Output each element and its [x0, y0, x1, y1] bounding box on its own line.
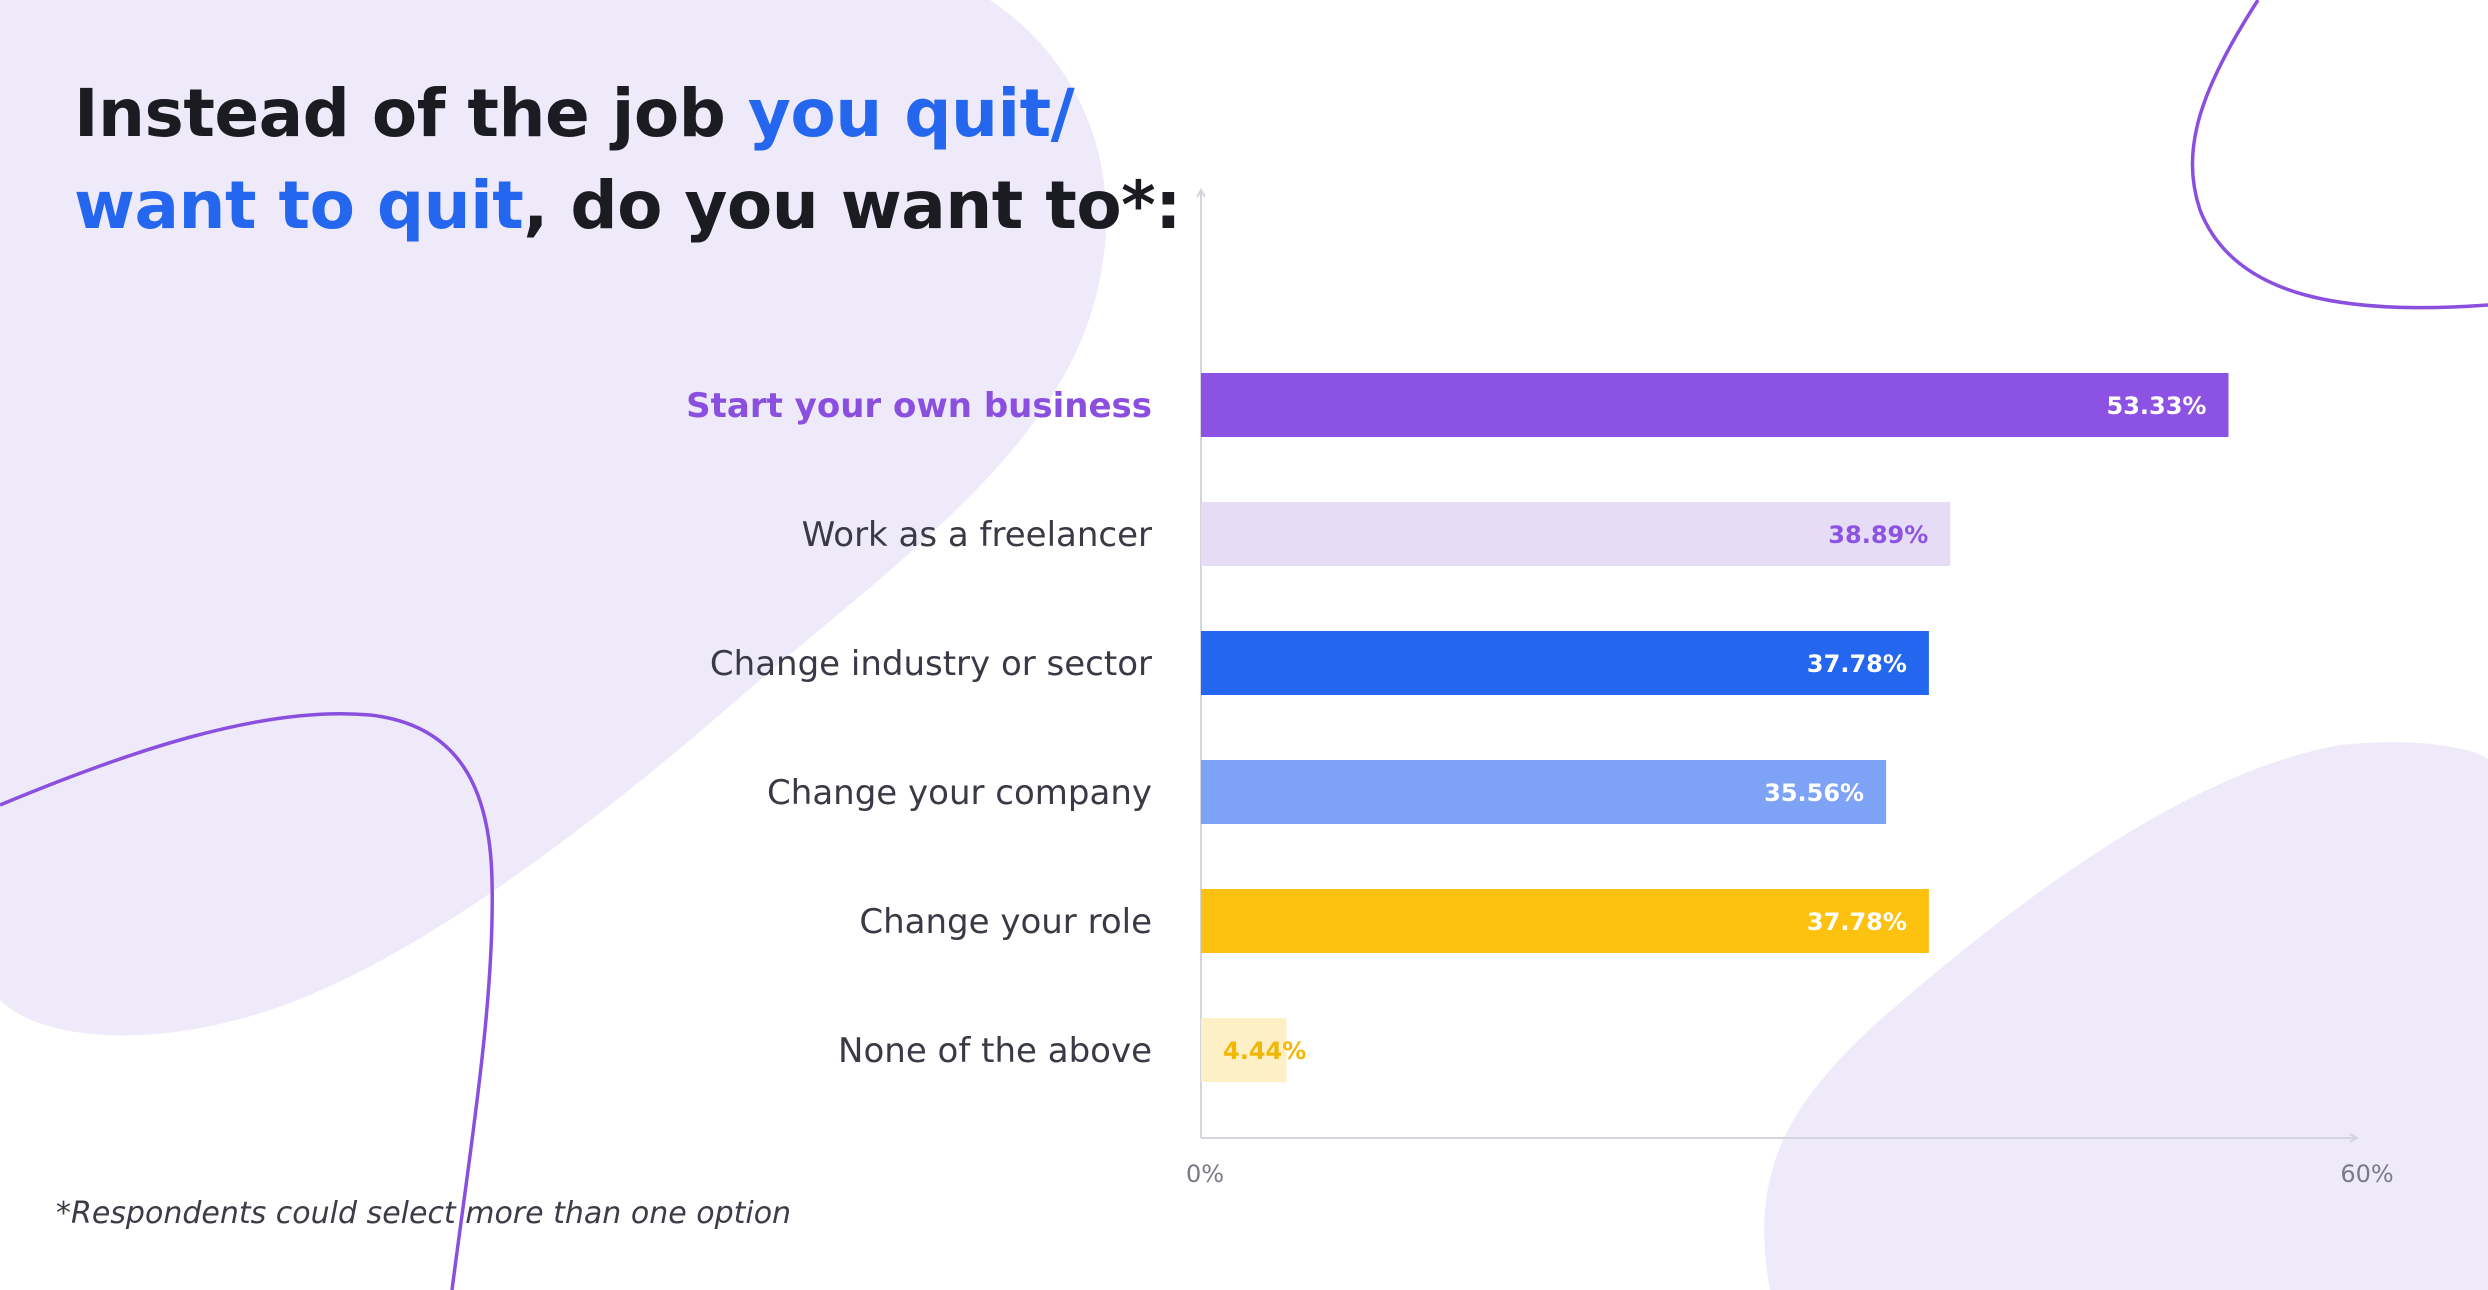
- category-label: None of the above: [838, 1031, 1152, 1071]
- category-label: Start your own business: [686, 386, 1152, 426]
- chart-bars: [1201, 373, 2229, 1082]
- bar: [1201, 502, 1951, 566]
- title-highlight-quit: you quit/: [747, 75, 1075, 152]
- bar: [1201, 373, 2229, 437]
- footnote: *Respondents could select more than one …: [56, 1196, 792, 1231]
- category-label: Change your company: [767, 773, 1152, 813]
- title-text-part1: Instead of the job: [74, 75, 748, 152]
- y-axis-arrow: [1196, 187, 1206, 198]
- chart-labels: 53.33% Start your own business 38.89% Work …: [686, 386, 2206, 1071]
- background-blob-right: [1764, 742, 2488, 1290]
- title-highlight-want-to-quit: want to quit: [74, 167, 524, 244]
- x-axis-arrow: [2349, 1133, 2360, 1143]
- bar-value-label: 37.78%: [1807, 908, 1907, 936]
- bar-value-label: 35.56%: [1764, 779, 1864, 807]
- background-blob-left: [0, 0, 1107, 1036]
- decorative-curve-bottom-left: [0, 711, 494, 1290]
- bar-value-label: 37.78%: [1807, 650, 1907, 678]
- title-text-part2: , do you want to*:: [523, 167, 1182, 244]
- x-tick-label: 0%: [1186, 1160, 1224, 1188]
- bar-value-label: 53.33%: [2107, 392, 2207, 420]
- x-tick-label: 60%: [2340, 1160, 2393, 1188]
- category-label: Change your role: [859, 902, 1152, 942]
- chart-axes: 0% 60%: [1186, 187, 2394, 1188]
- bar-value-label: 38.89%: [1828, 521, 1928, 549]
- bar: [1201, 631, 1929, 695]
- page-title: Instead of the job you quit/ want to qui…: [74, 68, 1182, 252]
- category-label: Work as a freelancer: [802, 515, 1152, 555]
- decorative-curve-top-right: [2190, 0, 2488, 310]
- category-label: Change industry or sector: [710, 644, 1152, 684]
- bar: [1201, 889, 1929, 953]
- bar: [1201, 1018, 1287, 1082]
- bar: [1201, 760, 1887, 824]
- bar-value-label: 4.44%: [1223, 1037, 1306, 1065]
